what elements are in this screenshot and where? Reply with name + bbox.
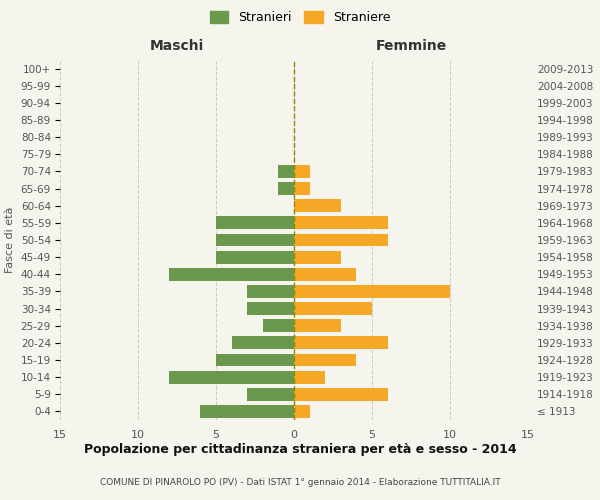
Bar (247, 388, 294, 400)
Text: Popolazione per cittadinanza straniera per età e sesso - 2014: Popolazione per cittadinanza straniera p… (83, 442, 517, 456)
Bar (294, 336, 388, 349)
Bar (169, 268, 294, 280)
Bar (232, 336, 294, 349)
Bar (200, 405, 294, 418)
Y-axis label: Fasce di età: Fasce di età (5, 207, 15, 273)
Bar (294, 200, 341, 212)
Bar (294, 285, 450, 298)
Bar (247, 285, 294, 298)
Bar (216, 234, 294, 246)
Bar (216, 250, 294, 264)
Bar (294, 165, 310, 178)
Bar (294, 182, 310, 195)
Bar (294, 354, 356, 366)
Bar (216, 354, 294, 366)
Bar (294, 388, 388, 400)
Bar (247, 302, 294, 315)
Bar (294, 302, 372, 315)
Bar (294, 234, 388, 246)
Bar (294, 370, 325, 384)
Bar (294, 268, 356, 280)
Bar (278, 165, 294, 178)
Bar (216, 216, 294, 230)
Bar (278, 182, 294, 195)
Bar (294, 320, 341, 332)
Bar (294, 250, 341, 264)
Bar (294, 405, 310, 418)
Text: Maschi: Maschi (150, 39, 204, 53)
Text: COMUNE DI PINAROLO PO (PV) - Dati ISTAT 1° gennaio 2014 - Elaborazione TUTTITALI: COMUNE DI PINAROLO PO (PV) - Dati ISTAT … (100, 478, 500, 487)
Legend: Stranieri, Straniere: Stranieri, Straniere (205, 6, 395, 29)
Bar (294, 216, 388, 230)
Bar (263, 320, 294, 332)
Text: Femmine: Femmine (376, 39, 446, 53)
Bar (169, 370, 294, 384)
